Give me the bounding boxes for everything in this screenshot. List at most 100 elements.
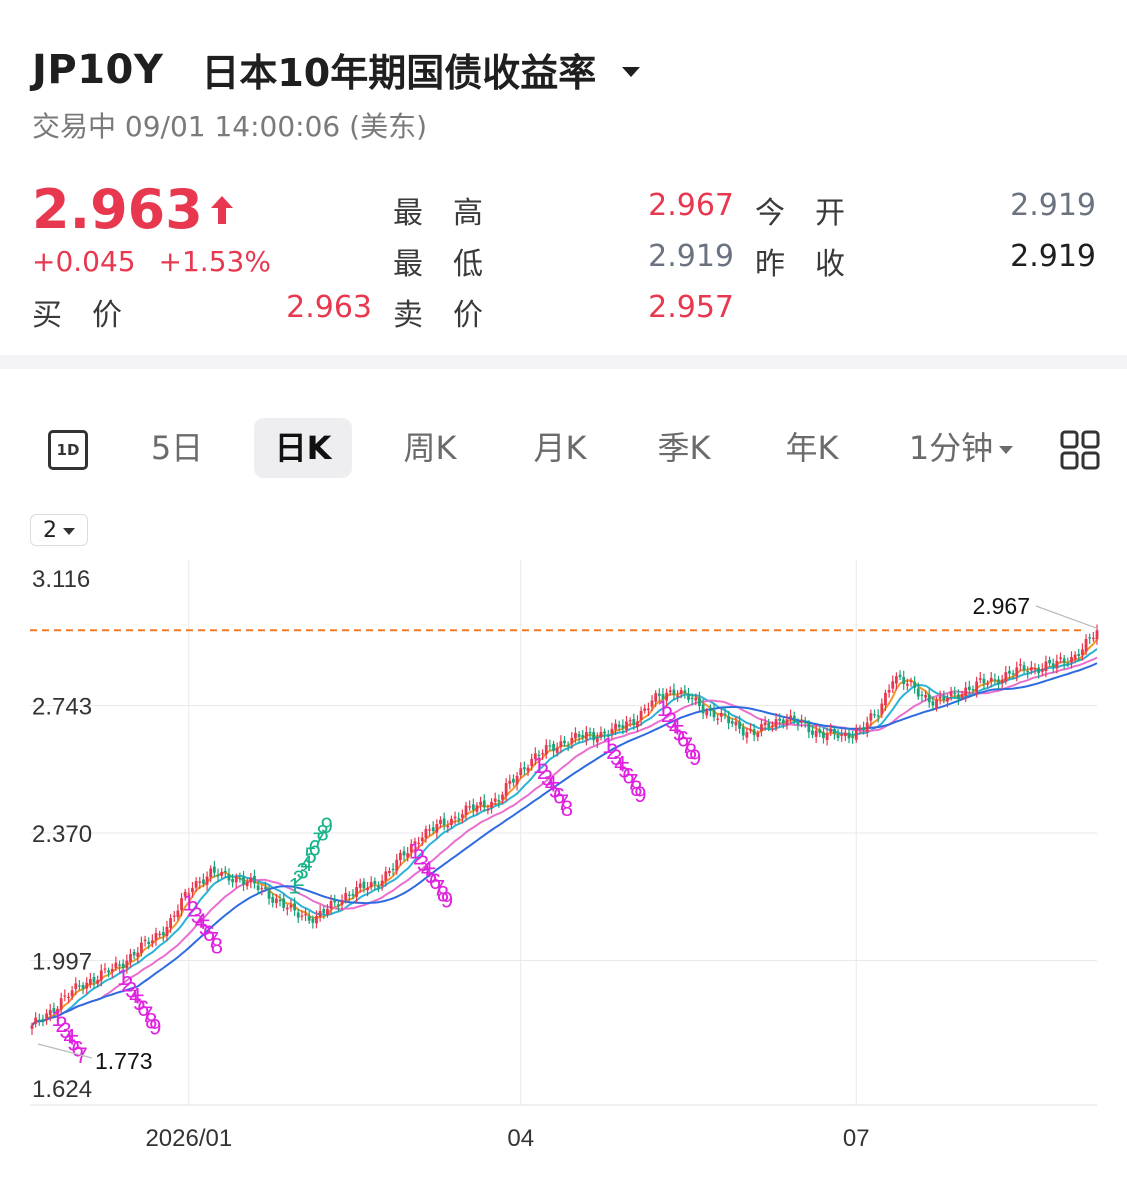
candle	[570, 737, 574, 744]
candle	[304, 914, 307, 916]
candle	[194, 881, 198, 888]
candle	[187, 893, 191, 895]
candle	[402, 851, 406, 856]
td-count-label: 2	[292, 866, 304, 891]
candle	[698, 697, 701, 706]
candle	[581, 735, 585, 738]
candle	[85, 982, 89, 989]
candle	[380, 880, 384, 886]
candle	[373, 880, 377, 885]
prev-close-label: 昨收	[755, 247, 875, 282]
indicator-period-select[interactable]: 2	[30, 514, 88, 546]
candle	[869, 713, 873, 721]
tab-yearly-k[interactable]: 年K	[785, 429, 839, 467]
td-count-label: 5	[199, 915, 211, 940]
candle	[763, 722, 767, 726]
td-count-label: 8	[211, 934, 223, 959]
candle	[946, 697, 949, 702]
candle	[406, 853, 410, 858]
candle	[803, 722, 807, 724]
candle	[544, 745, 548, 755]
candle	[1055, 660, 1059, 669]
td-count-label: 3	[665, 708, 677, 733]
x-tick-label: 2026/01	[145, 1125, 232, 1152]
y-tick-label: 1.997	[32, 949, 92, 976]
period-tabs: 1D 5日 日K 周K 月K 季K 年K 1分钟	[0, 410, 1127, 490]
td-count-label: 8	[437, 882, 449, 907]
td-count-label: 6	[553, 784, 565, 809]
caret-down-icon[interactable]	[622, 66, 641, 77]
candle	[770, 725, 774, 727]
candle	[329, 901, 333, 909]
candle	[264, 887, 267, 889]
candle	[1044, 661, 1048, 672]
candle	[136, 952, 140, 957]
candle	[1088, 637, 1092, 639]
candle	[417, 842, 421, 844]
td-count-label: 7	[626, 770, 638, 795]
candle	[723, 713, 727, 716]
candle	[1037, 667, 1041, 674]
candle	[818, 729, 822, 734]
candle	[471, 804, 475, 810]
candle	[734, 721, 738, 726]
candle	[501, 794, 504, 800]
candle	[1015, 667, 1019, 677]
grid-layout-icon[interactable]	[1060, 430, 1100, 470]
candle	[435, 824, 439, 833]
candle	[537, 754, 541, 757]
candle	[891, 681, 895, 689]
candle	[953, 692, 957, 695]
tab-monthly-k[interactable]: 月K	[533, 429, 587, 467]
td-count-label: 8	[630, 776, 642, 801]
candle	[220, 871, 224, 876]
candle	[916, 688, 920, 697]
candle	[172, 915, 176, 917]
candle	[986, 683, 989, 685]
tab-daily-k[interactable]: 日K	[254, 418, 352, 478]
candle	[1081, 649, 1084, 656]
candle	[366, 887, 369, 891]
td-count-label: 5	[67, 1030, 79, 1055]
instrument-name[interactable]: 日本10年期国债收益率	[201, 51, 597, 95]
td-count-label: 2	[413, 845, 425, 870]
candle	[238, 878, 242, 880]
td-count-label: 2	[55, 1012, 67, 1037]
tab-weekly-k[interactable]: 周K	[403, 429, 457, 467]
interval-label: 1分钟	[908, 429, 994, 467]
tab-5day[interactable]: 5日	[150, 429, 204, 467]
candle	[358, 883, 362, 888]
candle	[843, 732, 847, 737]
td-count-label: 7	[557, 790, 569, 815]
candle	[668, 690, 672, 693]
candle	[814, 730, 818, 737]
candle	[326, 908, 329, 915]
change-percent: +1.53%	[158, 245, 271, 278]
candle	[679, 690, 683, 694]
candle	[512, 778, 515, 783]
candle	[74, 983, 78, 990]
candle	[140, 942, 143, 953]
candle	[428, 829, 431, 831]
interval-dropdown[interactable]: 1分钟	[902, 418, 1020, 478]
tab-quarterly-k[interactable]: 季K	[657, 429, 711, 467]
td-count-label: 5	[133, 990, 145, 1015]
tab-1d[interactable]: 1D	[48, 430, 88, 470]
td-count-label: 2	[121, 971, 133, 996]
td-count-label: 3	[541, 765, 553, 790]
candle	[909, 680, 913, 683]
td-count-label: 6	[429, 869, 441, 894]
change-value: +0.045	[32, 245, 136, 278]
max-leader-line	[1035, 605, 1098, 629]
candle	[209, 868, 213, 878]
candle	[862, 727, 865, 731]
td-count-label: 5	[425, 863, 437, 888]
candle	[639, 710, 643, 720]
candle	[315, 916, 318, 924]
candle	[183, 891, 187, 897]
candle	[154, 933, 158, 940]
candle	[129, 954, 132, 962]
td-count-label: 2	[537, 759, 549, 784]
candle	[865, 722, 869, 733]
